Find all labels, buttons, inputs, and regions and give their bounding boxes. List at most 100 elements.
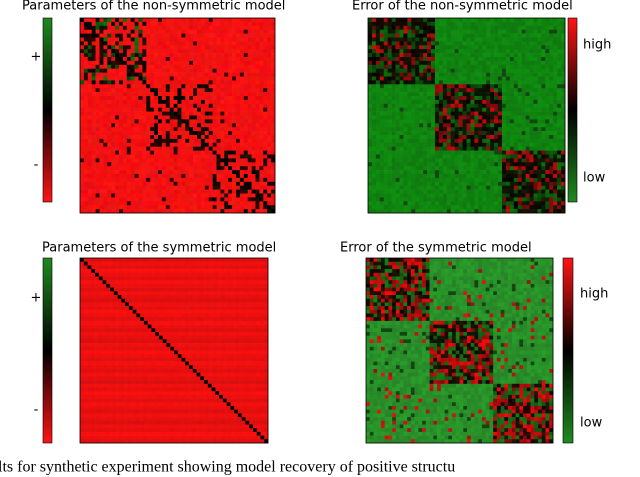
heatmap-cell — [134, 68, 139, 73]
heatmap-cell — [537, 64, 542, 69]
heatmap-cell — [220, 111, 225, 116]
heatmap-cell — [271, 68, 276, 73]
heatmap-cell — [517, 21, 522, 27]
heatmap-cell — [478, 162, 483, 167]
heatmap-cell — [513, 68, 519, 73]
heatmap-cell — [204, 115, 209, 120]
heatmap-cell — [379, 99, 385, 105]
heatmap-cell — [185, 111, 190, 116]
heatmap-cell — [474, 201, 479, 206]
heatmap-cell — [103, 115, 108, 120]
heatmap-cell — [529, 146, 534, 151]
heatmap-cell — [224, 162, 229, 167]
heatmap-cell — [169, 72, 174, 77]
heatmap-cell — [80, 25, 85, 30]
heatmap-cell — [419, 174, 424, 179]
heatmap-cell — [177, 189, 182, 194]
heatmap-cell — [154, 127, 159, 132]
heatmap-cell — [371, 25, 377, 30]
heatmap-cell — [83, 150, 89, 155]
heatmap-cell — [236, 131, 241, 136]
heatmap-cell — [134, 185, 139, 190]
heatmap-cell — [419, 119, 424, 124]
heatmap-cell — [431, 33, 436, 38]
heatmap-cell — [442, 49, 448, 54]
heatmap-cell — [387, 37, 392, 42]
heatmap-cell — [513, 25, 519, 30]
heatmap-cell — [454, 72, 459, 77]
heatmap-cell — [95, 60, 100, 66]
heatmap-cell — [197, 80, 202, 85]
heatmap-cell — [208, 107, 213, 112]
heatmap-cell — [419, 21, 424, 27]
heatmap-cell — [91, 72, 96, 77]
heatmap-cell — [454, 92, 459, 97]
heatmap-cell — [239, 170, 245, 175]
heatmap-cell — [80, 72, 85, 77]
heatmap-cell — [549, 68, 554, 73]
heatmap-cell — [220, 131, 225, 136]
heatmap-cell — [458, 111, 463, 116]
heatmap-cell — [197, 209, 202, 214]
heatmap-cell — [505, 119, 511, 124]
heatmap-cell — [154, 84, 159, 89]
heatmap-cell — [177, 135, 182, 140]
heatmap-cell — [434, 127, 440, 132]
heatmap-cell — [442, 166, 448, 171]
heatmap-cell — [533, 181, 538, 186]
heatmap-cell — [91, 107, 96, 112]
heatmap-cell — [247, 123, 252, 128]
heatmap-cell — [415, 21, 420, 27]
heatmap-cell — [146, 103, 151, 108]
heatmap-cell — [494, 49, 499, 54]
heatmap-cell — [375, 158, 381, 163]
heatmap-cell — [454, 150, 459, 155]
heatmap-cell — [533, 41, 538, 46]
heatmap-cell — [146, 111, 151, 116]
heatmap-cell — [103, 154, 108, 159]
heatmap-cell — [158, 111, 163, 116]
heatmap-cell — [122, 68, 128, 73]
heatmap-cell — [146, 107, 151, 112]
heatmap-cell — [431, 166, 436, 171]
panel-title: Error of the non-symmetric model — [352, 0, 573, 14]
heatmap-cell — [494, 131, 499, 136]
heatmap-cell — [236, 76, 241, 81]
heatmap-cell — [533, 127, 538, 132]
heatmap-cell — [263, 80, 268, 85]
heatmap-cell — [119, 185, 124, 190]
heatmap-cell — [193, 84, 198, 89]
heatmap-cell — [501, 53, 507, 58]
heatmap-cell — [490, 119, 495, 124]
heatmap-cell — [200, 193, 206, 198]
heatmap-cell — [375, 166, 381, 171]
heatmap-cell — [271, 76, 276, 81]
heatmap-cell — [434, 64, 440, 69]
heatmap-cell — [375, 99, 381, 105]
heatmap-cell — [411, 49, 416, 54]
heatmap-cell — [395, 107, 400, 112]
heatmap-cell — [541, 53, 546, 58]
heatmap-cell — [115, 49, 120, 54]
heatmap-cell — [442, 181, 448, 186]
heatmap-cell — [446, 119, 452, 124]
heatmap-cell — [509, 158, 515, 163]
heatmap-cell — [80, 181, 85, 186]
heatmap-cell — [383, 96, 388, 101]
heatmap-cell — [368, 135, 373, 140]
heatmap-cell — [399, 60, 404, 66]
heatmap-cell — [239, 115, 245, 120]
heatmap-cell — [200, 197, 206, 202]
heatmap-cell — [387, 189, 392, 194]
heatmap-cell — [236, 107, 241, 112]
heatmap-cell — [220, 146, 225, 151]
heatmap-cell — [236, 18, 241, 23]
heatmap-cell — [557, 64, 562, 69]
heatmap-cell — [517, 201, 522, 206]
heatmap-cell — [119, 49, 124, 54]
heatmap-cell — [462, 201, 467, 206]
heatmap-cell — [111, 166, 116, 171]
heatmap-cell — [154, 119, 159, 124]
heatmap-cell — [537, 174, 542, 179]
heatmap-cell — [411, 209, 416, 214]
